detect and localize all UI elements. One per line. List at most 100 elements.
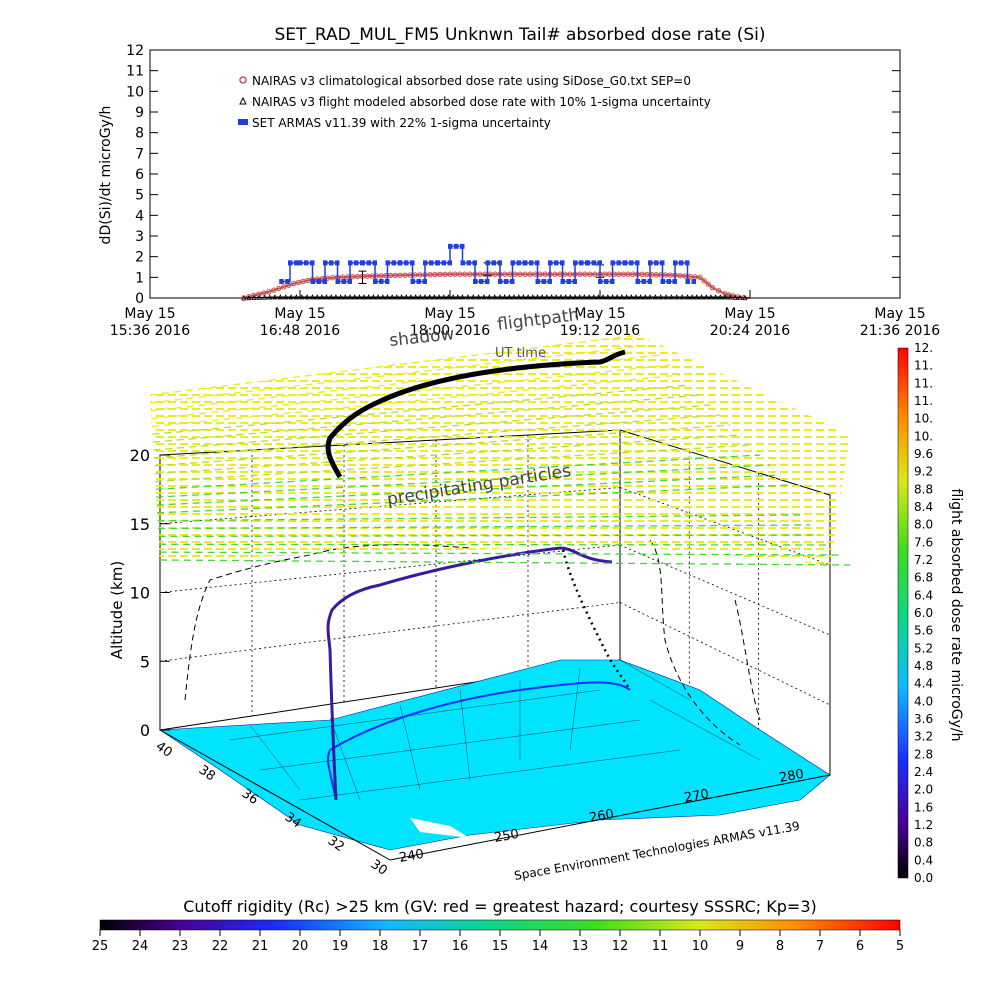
data-point	[360, 260, 365, 266]
data-point	[398, 260, 403, 266]
data-point	[732, 294, 738, 300]
data-point	[577, 271, 583, 277]
y-tick-label: 5	[135, 188, 144, 204]
y-tick-label: 4	[135, 208, 144, 224]
data-point	[635, 278, 640, 284]
lat-tick-label: 40	[153, 739, 175, 761]
data-point	[567, 271, 573, 277]
plane-dash-row	[154, 434, 741, 475]
data-point	[427, 294, 433, 300]
legend-label: NAIRAS v3 climatological absorbed dose r…	[252, 74, 691, 88]
legend-label: NAIRAS v3 flight modeled absorbed dose r…	[252, 95, 711, 109]
data-point	[335, 260, 340, 266]
dose-rate-time-series: SET_RAD_MUL_FM5 Unknwn Tail# absorbed do…	[98, 25, 940, 339]
us-map-ground	[159, 659, 831, 851]
data-point	[592, 271, 598, 277]
data-point	[422, 294, 428, 300]
grid-line	[159, 544, 621, 593]
particle-plane	[150, 335, 850, 565]
legend-marker	[239, 96, 247, 105]
data-point	[423, 260, 428, 266]
data-point	[380, 294, 386, 300]
data-point	[452, 271, 458, 277]
data-point	[459, 294, 466, 300]
dose-color-bar-ticks: 0.0 0.4 0.8 1.2 1.6 2.0 2.4 2.8 3.2 3.6 4.0 4.4 4.8 5…	[914, 341, 933, 885]
grid-line	[619, 544, 831, 636]
data-point	[610, 260, 615, 266]
plane-dash-row	[151, 374, 681, 428]
data-point	[553, 294, 559, 300]
cutoff-tick-label: 14	[532, 939, 549, 954]
legend-label: SET ARMAS v11.39 with 22% 1-sigma uncert…	[252, 116, 551, 130]
data-point	[547, 278, 552, 284]
z-tick-label: 20	[130, 446, 150, 465]
data-point	[447, 260, 452, 266]
data-point	[441, 294, 447, 300]
data-point	[544, 294, 550, 300]
cutoff-tick-label: 20	[292, 939, 309, 954]
data-point	[685, 260, 690, 266]
dose-color-bar-tick: 3.6	[914, 712, 933, 726]
data-point	[455, 294, 461, 300]
state-border	[649, 699, 761, 761]
data-point	[677, 272, 683, 279]
data-point	[529, 260, 534, 266]
data-point	[502, 294, 508, 300]
cutoff-tick-label: 5	[896, 939, 904, 954]
y-tick-label: 10	[126, 84, 144, 100]
data-point	[542, 271, 548, 277]
x-tick-label-time: 20:24 2016	[710, 323, 791, 339]
data-point	[397, 272, 403, 278]
data-point	[479, 278, 484, 284]
data-point	[323, 294, 330, 300]
data-point	[722, 294, 728, 300]
shadow-flightpath	[325, 349, 626, 479]
data-point	[600, 294, 606, 300]
lon-tick-label: 270	[683, 787, 710, 806]
x-tick-label-date: May 15	[574, 306, 625, 322]
dose-color-bar-tick: 9.2	[914, 465, 933, 479]
cutoff-rigidity-ticks: 25 24 23 22 21 20 19 18 17 16 15 14 13 12 11 10 9 8 7 6 5	[92, 930, 904, 954]
plane-dash-row	[151, 364, 671, 420]
dose-color-bar-tick: 11.	[914, 394, 933, 408]
data-point	[727, 294, 733, 300]
data-point	[335, 278, 340, 284]
data-point	[573, 260, 578, 266]
dose-color-bar-tick: 4.4	[914, 677, 933, 691]
data-point	[642, 294, 648, 300]
dose-color-bar-tick: 8.4	[914, 500, 933, 514]
x-tick-label-date: May 15	[724, 306, 775, 322]
data-point	[610, 278, 615, 284]
top-chart-title: SET_RAD_MUL_FM5 Unknwn Tail# absorbed do…	[274, 25, 765, 45]
data-point	[413, 294, 419, 300]
grid-line	[619, 602, 831, 706]
data-point	[246, 295, 252, 301]
data-point	[535, 260, 540, 266]
data-point	[597, 260, 602, 266]
data-point	[283, 294, 289, 300]
data-point	[530, 294, 536, 300]
data-point	[403, 294, 409, 300]
data-point	[304, 260, 309, 266]
x-tick-label-date: May 15	[874, 306, 925, 322]
cutoff-tick-label: 15	[492, 939, 509, 954]
data-point	[491, 260, 496, 266]
plane-dash-row	[155, 444, 751, 483]
data-point	[422, 278, 427, 284]
data-point	[654, 260, 659, 266]
data-point	[572, 278, 577, 284]
dose-color-bar-tick: 8.0	[914, 518, 933, 532]
data-point	[633, 294, 639, 300]
plane-dash-row	[149, 334, 641, 396]
data-point	[635, 260, 640, 266]
dose-color-bar-tick: 4.0	[914, 694, 933, 708]
data-point	[523, 260, 528, 266]
data-point	[276, 285, 282, 292]
y-tick-label: 1	[135, 270, 144, 286]
data-point	[447, 271, 453, 277]
data-point	[450, 294, 456, 300]
dose-color-bar-tick: 2.4	[914, 765, 933, 779]
legend-marker	[238, 119, 248, 125]
dose-color-bar-tick: 2.0	[914, 783, 933, 797]
